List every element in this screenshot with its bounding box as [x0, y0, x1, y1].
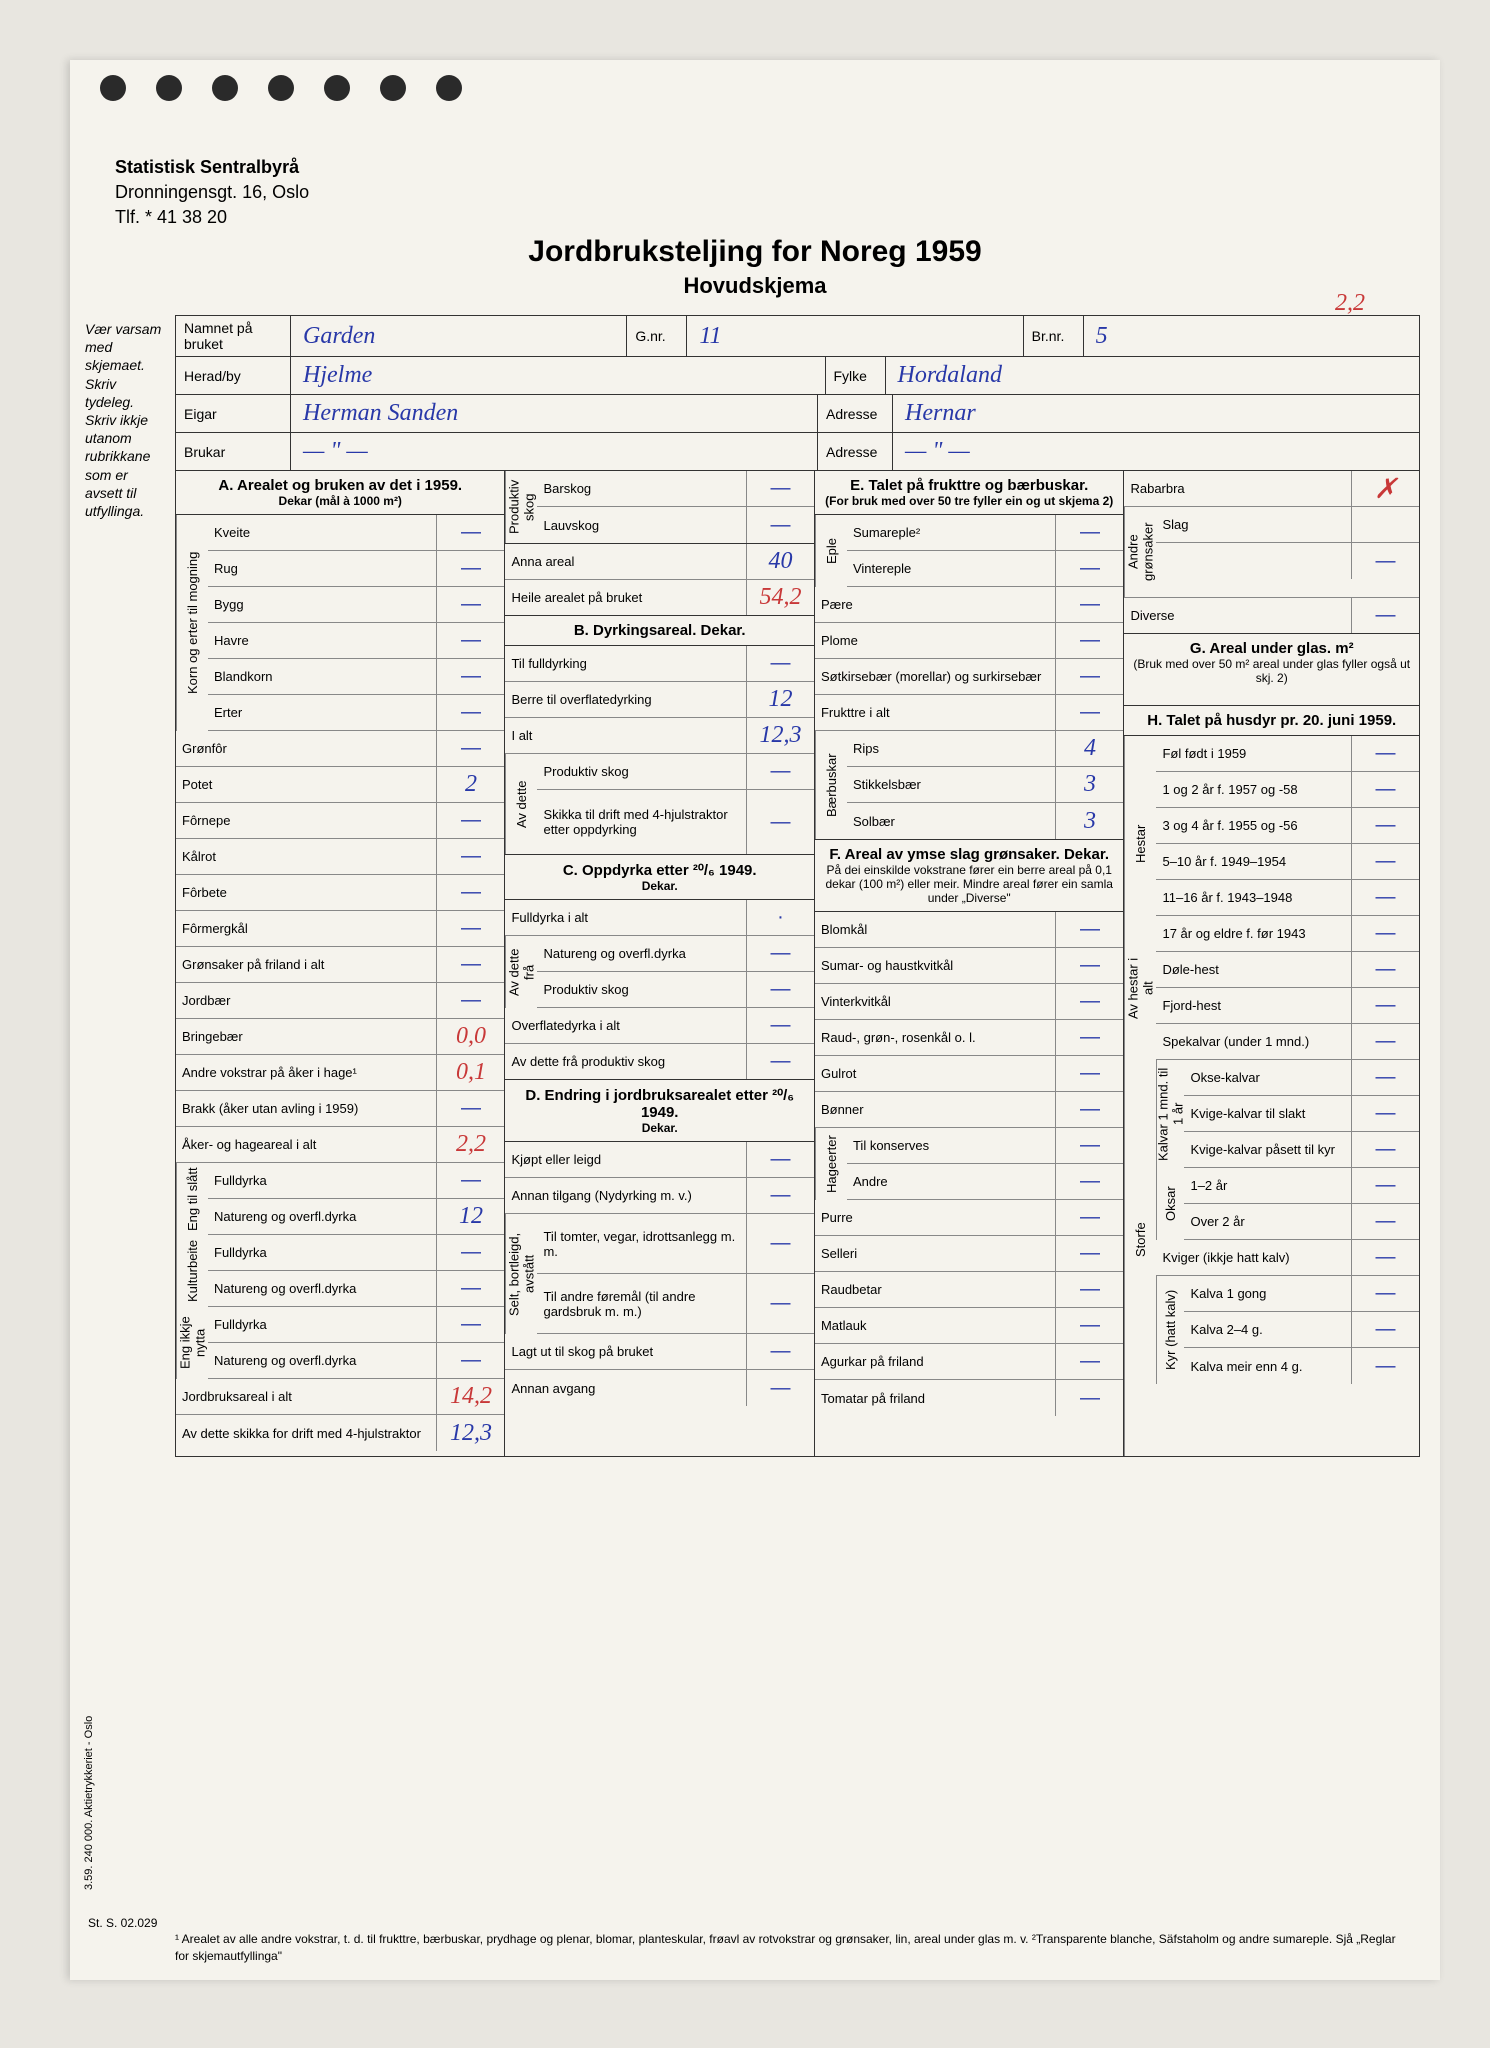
section-g-header: G. Areal under glas. m² (Bruk med over 5…: [1124, 634, 1419, 706]
org-addr: Dronningensgt. 16, Oslo: [115, 180, 309, 205]
section-f-header: F. Areal av ymse slag grønsaker. Dekar. …: [815, 840, 1124, 912]
form-area: Namnet på bruket Garden G.nr. 11 Br.nr. …: [175, 315, 1420, 1457]
org-phone: Tlf. * 41 38 20: [115, 205, 309, 230]
fylke-label: Fylke: [826, 357, 886, 394]
namnet-label: Namnet på bruket: [176, 316, 291, 356]
brukar-label: Brukar: [176, 433, 291, 470]
title-main: Jordbruksteljing for Noreg 1959: [70, 235, 1440, 269]
section-c-header: C. Oppdyrka etter ²⁰/₆ 1949. Dekar.: [505, 855, 814, 900]
org-name: Statistisk Sentralbyrå: [115, 155, 309, 180]
adresse-label: Adresse: [818, 395, 893, 432]
herad-value: Hjelme: [303, 362, 372, 389]
brnr-label: Br.nr.: [1024, 316, 1084, 356]
section-a-header: A. Arealet og bruken av det i 1959. Deka…: [176, 471, 504, 515]
footnote: ¹ Arealet av alle andre vokstrar, t. d. …: [175, 1931, 1410, 1965]
eigar-label: Eigar: [176, 395, 291, 432]
eigar-value: Herman Sanden: [303, 400, 458, 427]
namnet-value: Garden: [303, 323, 375, 350]
adresse-value: Hernar: [905, 400, 976, 427]
print-info: 3.59. 240 000. Aktietrykkeriet - Oslo: [83, 1716, 95, 1890]
section-d-header: D. Endring i jordbruksarealet etter ²⁰/₆…: [505, 1080, 814, 1142]
adresse2-value: — " —: [905, 438, 970, 465]
gnr-value: 11: [699, 323, 721, 350]
brukar-value: — " —: [303, 438, 368, 465]
brnr-value: 5: [1096, 323, 1108, 350]
title-sub: Hovudskjema: [70, 273, 1440, 299]
section-b-header: B. Dyrkingsareal. Dekar.: [505, 616, 814, 646]
herad-label: Herad/by: [176, 357, 291, 394]
section-h-header: H. Talet på husdyr pr. 20. juni 1959.: [1124, 706, 1419, 736]
letterhead: Statistisk Sentralbyrå Dronningensgt. 16…: [115, 155, 309, 231]
korn-side: Korn og erter til mogning: [176, 515, 208, 731]
section-e-header: E. Talet på frukttre og bærbuskar. (For …: [815, 471, 1124, 515]
fylke-value: Hordaland: [898, 362, 1002, 389]
form-title: Jordbruksteljing for Noreg 1959 Hovudskj…: [70, 235, 1440, 299]
side-instructions: Vær varsam med skjemaet. Skriv tydeleg. …: [85, 320, 165, 520]
form-code: St. S. 02.029: [88, 1916, 157, 1930]
topright-number: 2,2: [1335, 290, 1365, 317]
gnr-label: G.nr.: [627, 316, 687, 356]
adresse2-label: Adresse: [818, 433, 893, 470]
